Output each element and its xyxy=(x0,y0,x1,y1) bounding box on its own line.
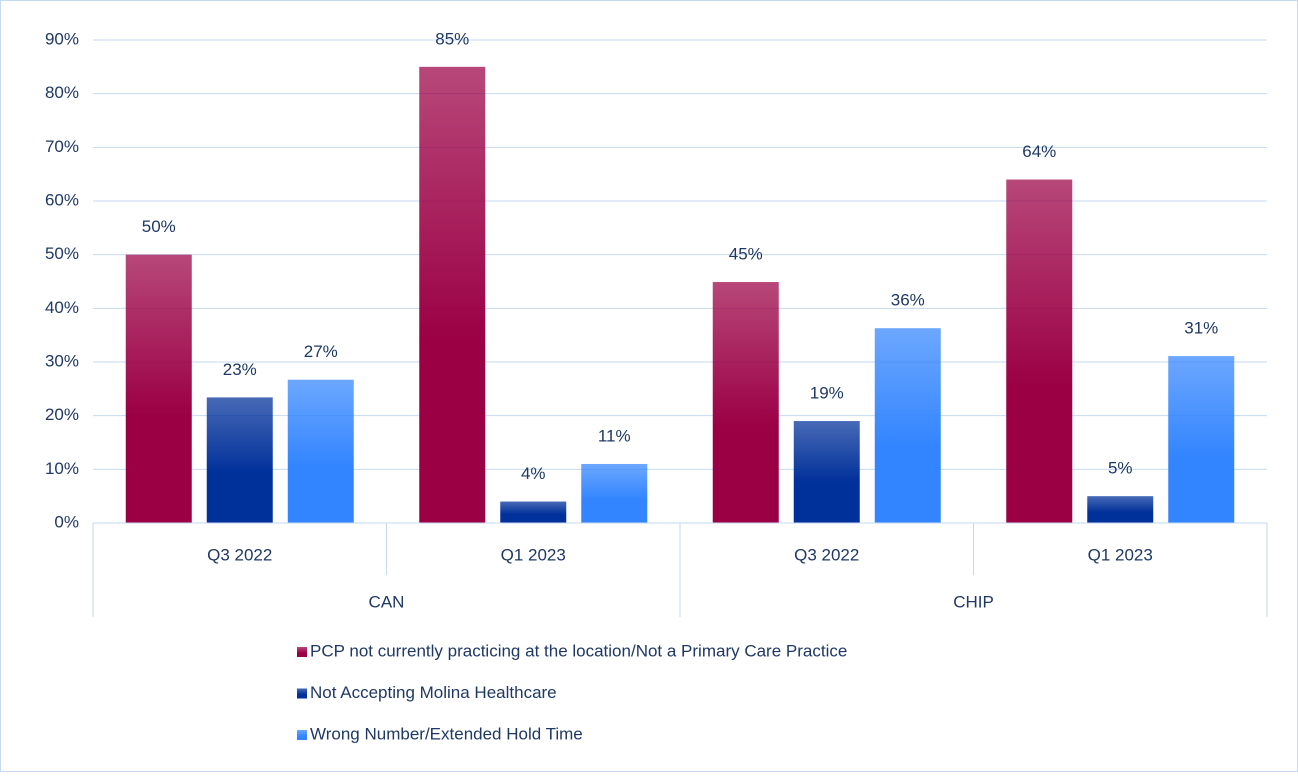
y-tick-label: 50% xyxy=(45,244,79,263)
x-tick-label: Q3 2022 xyxy=(794,545,859,564)
bar xyxy=(581,463,648,523)
data-label: 23% xyxy=(223,360,257,379)
legend-label: Wrong Number/Extended Hold Time xyxy=(310,724,583,743)
bar xyxy=(712,282,779,523)
data-label: 85% xyxy=(435,29,469,48)
bar xyxy=(287,379,354,523)
bar xyxy=(1168,356,1235,523)
group-label: CHIP xyxy=(953,592,994,611)
x-tick-label: Q1 2023 xyxy=(501,545,566,564)
x-tick-label: Q3 2022 xyxy=(207,545,272,564)
data-label: 19% xyxy=(810,384,844,403)
bar xyxy=(874,328,941,523)
data-label: 4% xyxy=(521,464,546,483)
data-label: 50% xyxy=(142,217,176,236)
y-tick-label: 40% xyxy=(45,298,79,317)
bar xyxy=(206,397,273,523)
bar xyxy=(1006,179,1073,524)
data-label: 36% xyxy=(891,291,925,310)
data-label: 45% xyxy=(729,245,763,264)
y-tick-label: 90% xyxy=(45,29,79,48)
legend-swatch xyxy=(297,647,307,657)
legend-label: Not Accepting Molina Healthcare xyxy=(310,683,557,702)
data-label: 64% xyxy=(1022,142,1056,161)
y-tick-label: 30% xyxy=(45,351,79,370)
data-label: 5% xyxy=(1108,459,1133,478)
legend-label: PCP not currently practicing at the loca… xyxy=(310,641,847,660)
data-label: 11% xyxy=(598,426,631,445)
y-tick-label: 70% xyxy=(45,137,79,156)
y-tick-label: 10% xyxy=(45,459,79,478)
bar xyxy=(793,421,860,523)
bar xyxy=(419,66,486,523)
legend-swatch xyxy=(297,730,307,740)
group-label: CAN xyxy=(369,592,405,611)
y-tick-label: 0% xyxy=(54,512,79,531)
x-tick-label: Q1 2023 xyxy=(1088,545,1153,564)
y-tick-label: 20% xyxy=(45,405,79,424)
y-tick-label: 60% xyxy=(45,190,79,209)
y-tick-label: 80% xyxy=(45,83,79,102)
data-label: 27% xyxy=(304,342,338,361)
bar xyxy=(500,501,567,523)
data-label: 31% xyxy=(1184,319,1218,338)
bar xyxy=(1087,496,1154,523)
bar xyxy=(125,254,192,523)
legend-swatch xyxy=(297,688,307,699)
